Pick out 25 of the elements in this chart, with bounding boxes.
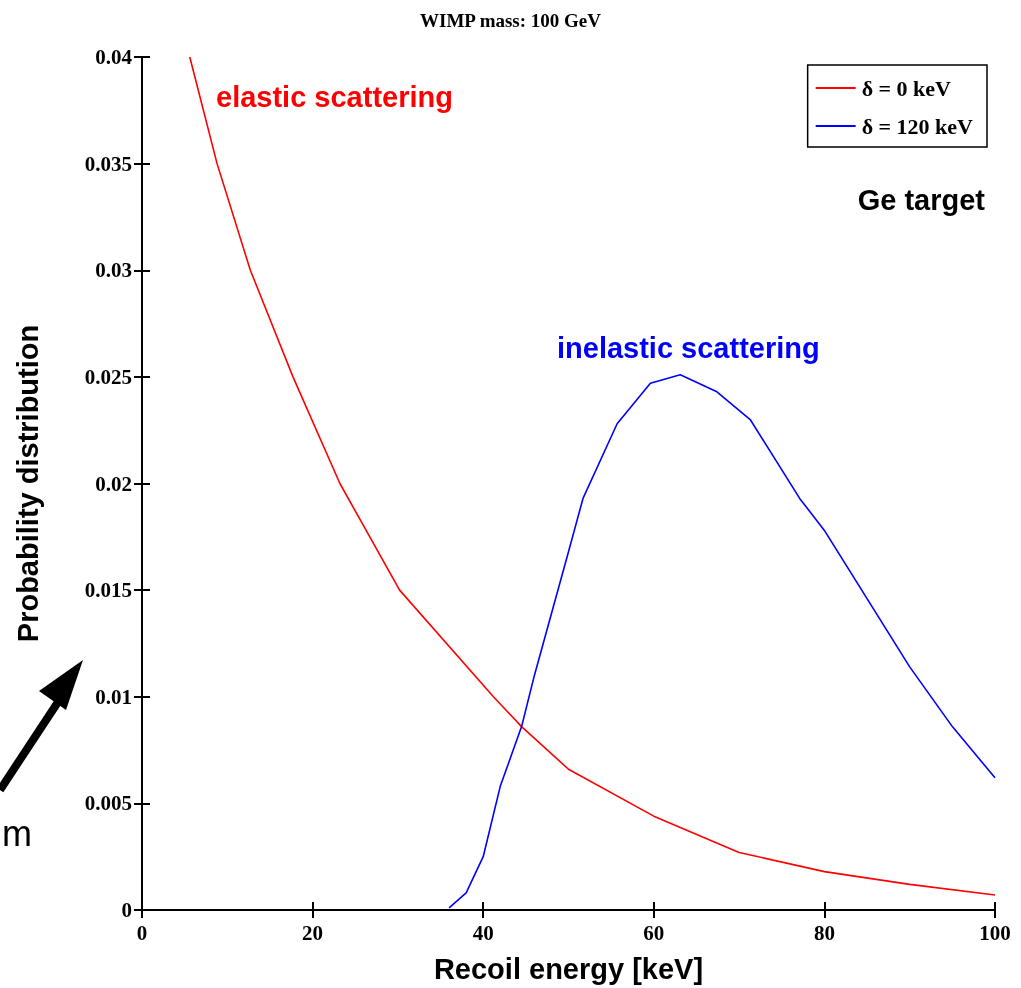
x-tick-label: 80 [813,920,835,945]
annotation: inelastic scattering [557,331,820,364]
y-tick-label: 0 [121,898,132,922]
y-axis-title: Probability distribution [11,324,44,643]
annotation: Ge target [857,183,986,216]
chart-title: WIMP mass: 100 GeV [419,10,602,31]
x-tick-label: 100 [979,920,1011,945]
y-tick-label: 0.035 [84,151,132,176]
y-tick-label: 0.02 [95,471,132,496]
x-tick-label: 20 [302,920,324,945]
legend-label: δ = 0 keV [861,75,952,101]
text: m [2,812,32,854]
legend-label: δ = 120 keV [861,113,974,139]
line-series [448,373,996,909]
x-tick-label: 60 [643,920,665,945]
x-axis-title: Recoil energy [keV] [433,952,704,985]
line-series [188,56,996,896]
y-tick-label: 0.04 [95,45,133,69]
annotation: elastic scattering [216,80,453,113]
x-tick-label: 40 [472,920,494,945]
y-tick-label: 0.03 [95,258,132,283]
y-tick-label: 0.015 [84,578,132,603]
y-tick-label: 0.01 [95,684,132,709]
y-tick-label: 0.005 [84,791,132,816]
y-tick-label: 0.025 [84,364,132,389]
